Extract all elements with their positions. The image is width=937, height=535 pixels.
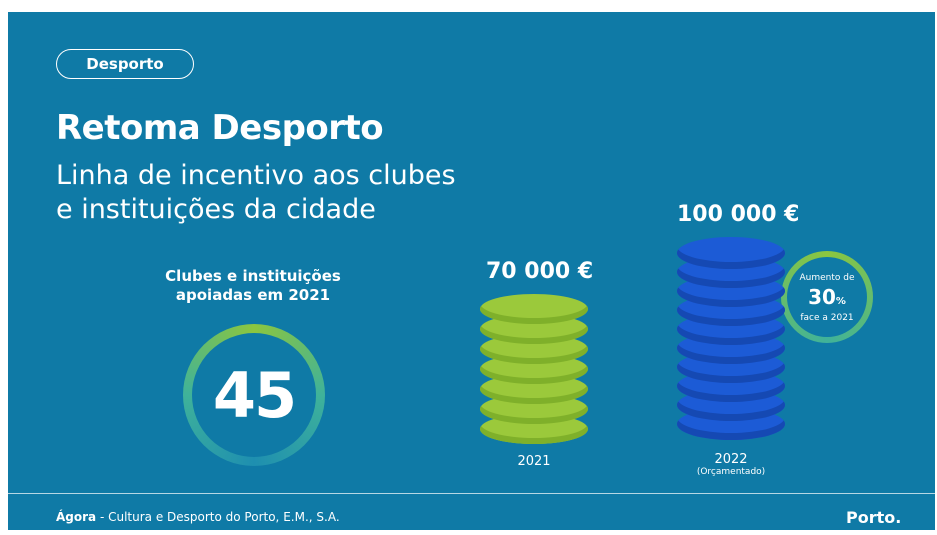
- clubs-ring-icon: 45: [183, 324, 325, 466]
- amount-2021: 70 000 €: [486, 259, 594, 284]
- subtitle-line-1: Linha de incentivo aos clubes: [56, 160, 456, 191]
- coin-stack-2022-icon: [677, 237, 785, 442]
- increase-unit: %: [835, 296, 846, 307]
- increase-badge: Aumento de 30% face a 2021: [781, 251, 873, 343]
- clubs-count: 45: [192, 333, 316, 457]
- increase-prefix: Aumento de: [799, 273, 855, 283]
- coin-stack-2021-icon: [480, 294, 588, 444]
- clubs-label-line-2: apoiadas em 2021: [175, 286, 331, 304]
- year-2021: 2021: [517, 454, 551, 469]
- year-2022: 2022: [714, 452, 748, 467]
- amount-2022: 100 000 €: [677, 202, 800, 227]
- subtitle-line-2: e instituições da cidade: [56, 194, 376, 225]
- footer-org-rest: - Cultura e Desporto do Porto, E.M., S.A…: [96, 510, 340, 524]
- page-subtitle: Linha de incentivo aos clubes e institui…: [56, 159, 516, 227]
- footer-divider: [8, 493, 935, 494]
- coin: [480, 294, 588, 324]
- porto-logo: Porto.: [846, 508, 902, 527]
- footer-org-bold: Ágora: [56, 510, 97, 524]
- increase-badge-inner: Aumento de 30% face a 2021: [787, 257, 867, 337]
- footer-organization: Ágora - Cultura e Desporto do Porto, E.M…: [56, 510, 340, 524]
- increase-number: 30: [808, 285, 836, 309]
- slide: Desporto Retoma Desporto Linha de incent…: [8, 12, 935, 530]
- category-pill: Desporto: [56, 49, 194, 79]
- year-2022-note: (Orçamentado): [696, 467, 766, 477]
- clubs-label-line-1: Clubes e instituições: [165, 267, 341, 285]
- increase-value: 30%: [787, 285, 867, 309]
- clubs-label: Clubes e instituições apoiadas em 2021: [148, 267, 358, 305]
- increase-suffix: face a 2021: [800, 313, 854, 323]
- page-title: Retoma Desporto: [56, 108, 384, 148]
- coin: [677, 237, 785, 269]
